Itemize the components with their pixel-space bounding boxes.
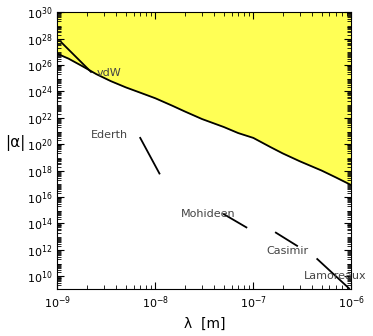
Text: Mohideen: Mohideen — [181, 209, 235, 219]
Polygon shape — [57, 12, 351, 185]
Text: Casimir: Casimir — [266, 246, 308, 256]
X-axis label: λ  [m]: λ [m] — [184, 317, 225, 330]
Text: Ederth: Ederth — [91, 130, 128, 140]
Text: Lamoreaux: Lamoreaux — [304, 271, 367, 281]
Text: vdW: vdW — [97, 68, 121, 78]
Y-axis label: |α|: |α| — [6, 135, 26, 151]
